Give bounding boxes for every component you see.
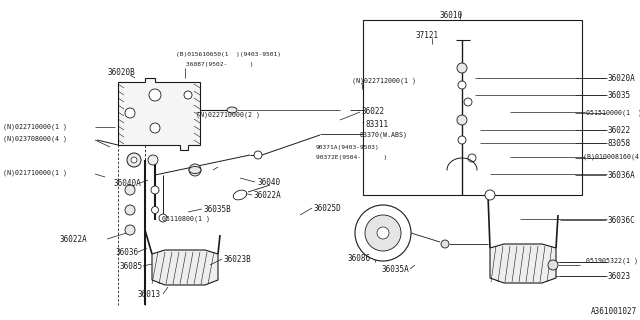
Text: 83311: 83311 <box>366 120 389 129</box>
Text: 36085: 36085 <box>120 262 143 271</box>
Text: 90371A(9403-9503): 90371A(9403-9503) <box>316 145 380 150</box>
Polygon shape <box>152 250 218 285</box>
Text: 36022A: 36022A <box>254 191 282 200</box>
Text: (N)021710000(1 ): (N)021710000(1 ) <box>3 170 67 177</box>
Circle shape <box>149 89 161 101</box>
Circle shape <box>377 227 389 239</box>
Text: 36036A: 36036A <box>608 171 636 180</box>
Text: 83058: 83058 <box>608 139 631 148</box>
Text: A361001027: A361001027 <box>591 307 637 316</box>
Circle shape <box>254 151 262 159</box>
Text: 36020A: 36020A <box>608 74 636 83</box>
Text: 36087(9502-      ): 36087(9502- ) <box>186 62 253 67</box>
Text: 36023B: 36023B <box>224 255 252 264</box>
Text: 36040: 36040 <box>258 178 281 187</box>
Text: 36020B: 36020B <box>108 68 136 77</box>
Text: 36022: 36022 <box>608 126 631 135</box>
Text: 36035: 36035 <box>608 91 631 100</box>
Text: 37121: 37121 <box>415 31 438 40</box>
Circle shape <box>150 123 160 133</box>
Circle shape <box>457 115 467 125</box>
Circle shape <box>468 154 476 162</box>
Ellipse shape <box>189 166 201 173</box>
Circle shape <box>125 108 135 118</box>
Circle shape <box>458 81 466 89</box>
Text: 36086: 36086 <box>348 254 371 263</box>
Circle shape <box>127 153 141 167</box>
Text: 36022: 36022 <box>362 107 385 116</box>
Text: (N)022710000(2 ): (N)022710000(2 ) <box>196 111 260 117</box>
Circle shape <box>548 260 558 270</box>
Text: 36036: 36036 <box>115 248 138 257</box>
Circle shape <box>458 136 466 144</box>
Text: (N)022710000(1 ): (N)022710000(1 ) <box>3 123 67 130</box>
Text: 051905322(1 ): 051905322(1 ) <box>586 258 638 265</box>
Circle shape <box>125 225 135 235</box>
Ellipse shape <box>233 190 247 200</box>
Text: 90372E(9504-      ): 90372E(9504- ) <box>316 155 387 160</box>
Circle shape <box>125 205 135 215</box>
Text: 36035A: 36035A <box>382 265 410 274</box>
Circle shape <box>485 190 495 200</box>
Circle shape <box>184 91 192 99</box>
Circle shape <box>148 155 158 165</box>
Text: 36025D: 36025D <box>314 204 342 213</box>
Circle shape <box>457 63 467 73</box>
Text: 36036C: 36036C <box>608 216 636 225</box>
Circle shape <box>441 240 449 248</box>
Circle shape <box>464 98 472 106</box>
Text: 36040A: 36040A <box>114 179 141 188</box>
Circle shape <box>355 205 411 261</box>
Text: 05110800(1 ): 05110800(1 ) <box>162 215 210 221</box>
Polygon shape <box>118 78 200 150</box>
Text: 36022A: 36022A <box>60 235 88 244</box>
Circle shape <box>365 215 401 251</box>
Circle shape <box>131 157 137 163</box>
Text: 36013: 36013 <box>138 290 161 299</box>
Text: (B)015610650(1  )(9403-9501): (B)015610650(1 )(9403-9501) <box>176 52 281 57</box>
Polygon shape <box>490 244 556 283</box>
Text: 36035B: 36035B <box>204 205 232 214</box>
Circle shape <box>151 186 159 194</box>
Ellipse shape <box>227 107 237 113</box>
Circle shape <box>152 206 159 213</box>
Text: (N)023708000(4 ): (N)023708000(4 ) <box>3 136 67 142</box>
Circle shape <box>125 185 135 195</box>
Text: (N)022712000(1 ): (N)022712000(1 ) <box>352 77 416 84</box>
Text: 051510000(1  ): 051510000(1 ) <box>586 109 640 116</box>
Text: (B)010008160(4 ): (B)010008160(4 ) <box>583 154 640 161</box>
Text: 83370(W.ABS): 83370(W.ABS) <box>360 131 408 138</box>
Text: 36023: 36023 <box>608 272 631 281</box>
Text: 36010: 36010 <box>440 11 463 20</box>
Circle shape <box>159 214 167 222</box>
Circle shape <box>189 164 201 176</box>
